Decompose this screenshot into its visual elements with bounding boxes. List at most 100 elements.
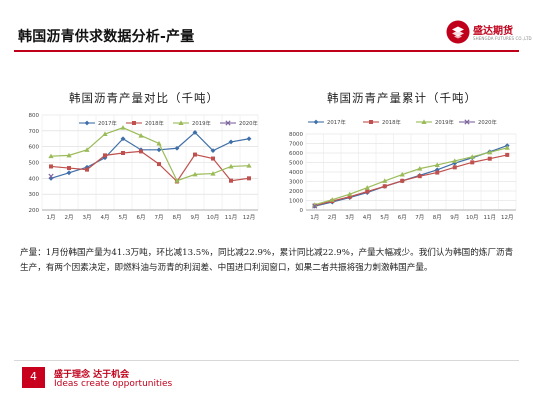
chart-svg-1: 韩国沥青产量累计（千吨） 0 1000 2000 3000 4000 5000 6000 700… (289, 91, 517, 221)
data-point (157, 162, 161, 167)
data-point (505, 152, 510, 157)
data-point (435, 170, 440, 175)
data-point (347, 194, 352, 199)
series-2 (312, 145, 510, 207)
chart-svg-0: 韩国沥青产量对比（千吨） 200 300 400 500 600 700 800 1月 2月 3月 4… (29, 91, 259, 221)
x-tick-label: 2月 (328, 214, 337, 221)
x-tick-label: 7月 (415, 214, 424, 221)
data-point (210, 170, 216, 176)
x-tick-label: 10月 (207, 214, 220, 221)
y-tick-label: 400 (29, 176, 40, 182)
x-tick-label: 6月 (398, 214, 407, 221)
slogan-chinese: 盛于理念 达于机会 (54, 370, 130, 380)
data-point (452, 158, 458, 163)
legend-marker (225, 120, 231, 126)
legend-item: 2020年 (220, 119, 258, 127)
data-point (120, 136, 126, 142)
slogan-english: Ideas create opportunities (54, 379, 173, 389)
y-tick-label: 200 (29, 208, 40, 214)
y-tick-label: 8000 (289, 132, 303, 138)
data-point (417, 174, 422, 179)
x-tick-label: 8月 (433, 214, 442, 221)
legend-item: 2018年 (363, 118, 401, 126)
legend-item: 2019年 (416, 118, 454, 126)
data-point (246, 163, 252, 168)
data-point (365, 189, 370, 194)
x-tick-label: 11月 (225, 214, 238, 221)
series-line (50, 131, 250, 179)
y-tick-label: 4000 (289, 170, 303, 176)
page-title: 韩国沥青供求数据分析-产量 (18, 29, 195, 45)
data-point (246, 136, 252, 142)
data-point (139, 149, 143, 154)
data-point (156, 140, 162, 146)
data-point (174, 145, 180, 151)
data-point (399, 171, 405, 177)
company-logo: 盛达期货 SHENGDA FUTURES CO.,LTD (446, 20, 532, 46)
x-tick-label: 8月 (173, 214, 182, 221)
data-point (66, 170, 72, 176)
data-point (469, 154, 475, 159)
series-3 (48, 173, 54, 179)
x-tick-label: 12月 (243, 214, 256, 221)
data-point (434, 167, 440, 173)
data-point (229, 178, 233, 183)
legend-marker (132, 121, 136, 125)
header: 韩国沥青供求数据分析-产量 盛达期货 SHENGDA FUTURES CO.,L… (0, 0, 533, 58)
y-tick-label: 0 (300, 208, 304, 214)
data-point (470, 160, 475, 165)
x-tick-label: 3月 (83, 214, 92, 221)
data-point (66, 152, 72, 158)
data-point (49, 164, 53, 169)
y-tick-label: 5000 (289, 161, 303, 167)
footer-divider (14, 360, 519, 361)
y-tick-label: 7000 (289, 142, 303, 148)
data-point (102, 131, 108, 136)
legend-item: 2018年 (126, 119, 164, 127)
x-tick-label: 6月 (137, 214, 146, 221)
legend-label: 2020年 (239, 119, 258, 127)
data-point (210, 148, 216, 154)
y-tick-label: 300 (29, 192, 40, 198)
chart-title: 韩国沥青产量对比（千吨） (69, 91, 219, 105)
data-point (85, 167, 89, 172)
x-tick-label: 1月 (47, 214, 56, 221)
data-point (48, 175, 54, 181)
series-line (314, 147, 508, 206)
x-tick-label: 9月 (450, 214, 459, 221)
legend-item: 2017年 (308, 118, 346, 126)
legend-marker (178, 120, 184, 125)
data-point (312, 202, 318, 207)
legend-item: 2017年 (79, 119, 117, 127)
y-tick-label: 2000 (289, 189, 303, 195)
legend-label: 2019年 (192, 119, 211, 127)
data-point (174, 178, 180, 183)
series-3 (312, 203, 318, 209)
x-tick-label: 10月 (466, 214, 479, 221)
series-line (50, 150, 250, 183)
data-point (452, 165, 457, 170)
data-point (193, 152, 197, 157)
data-point (504, 145, 510, 150)
title-underline (14, 50, 519, 52)
x-tick-label: 2月 (65, 214, 74, 221)
data-point (192, 171, 198, 177)
y-tick-label: 6000 (289, 151, 303, 157)
data-point (417, 166, 423, 171)
x-tick-label: 11月 (484, 214, 497, 221)
x-tick-label: 4月 (101, 214, 110, 221)
chart-title: 韩国沥青产量累计（千吨） (327, 91, 477, 105)
legend-marker (369, 120, 373, 124)
y-tick-label: 500 (29, 161, 40, 167)
series-0 (48, 130, 252, 181)
data-point (452, 160, 458, 166)
x-tick-label: 3月 (345, 214, 354, 221)
data-point (347, 191, 353, 197)
series-line (314, 154, 508, 207)
data-point (121, 151, 125, 155)
production-cumulative-chart: 韩国沥青产量累计（千吨） 0 1000 2000 3000 4000 5000 6000 700… (282, 88, 522, 240)
logo-subtitle: SHENGDA FUTURES CO.,LTD (473, 36, 532, 41)
legend-item: 2020年 (459, 118, 497, 126)
data-point (48, 153, 54, 159)
x-tick-label: 5月 (380, 214, 389, 221)
